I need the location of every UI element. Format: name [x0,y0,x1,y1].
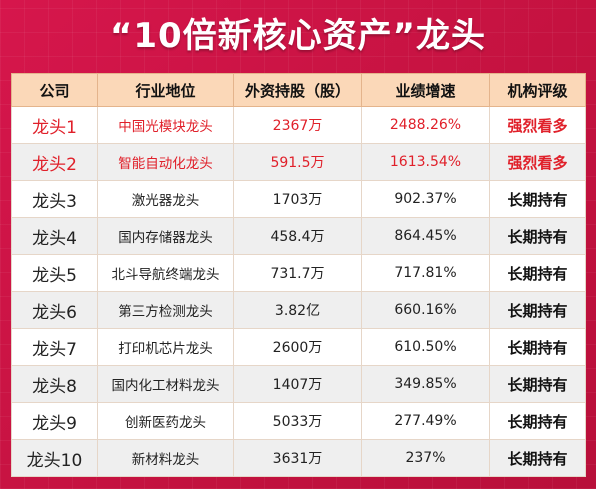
company-cell: 龙头9 [11,402,98,440]
industry-position-cell: 激光器龙头 [97,180,234,218]
foreign-holding-cell: 1703万 [233,180,362,218]
header-company: 公司 [11,73,98,107]
foreign-holding-cell: 3.82亿 [233,291,362,329]
industry-position-cell: 中国光模块龙头 [97,106,234,144]
growth-cell: 2488.26% [361,106,490,144]
table-row: 龙头7 打印机芯片龙头 2600万 610.50% 长期持有 [11,328,586,366]
foreign-holding-cell: 3631万 [233,439,362,477]
rating-cell: 长期持有 [489,254,586,292]
company-cell: 龙头6 [11,291,98,329]
growth-cell: 902.37% [361,180,490,218]
stock-table: 公司 行业地位 外资持股（股） 业绩增速 机构评级 龙头1 中国光模块龙头 2367… [11,73,586,477]
rating-cell: 长期持有 [489,291,586,329]
table-row: 龙头4 国内存储器龙头 458.4万 864.45% 长期持有 [11,217,586,255]
table-header-row: 公司 行业地位 外资持股（股） 业绩增速 机构评级 [11,73,586,107]
foreign-holding-cell: 5033万 [233,402,362,440]
growth-cell: 277.49% [361,402,490,440]
foreign-holding-cell: 2367万 [233,106,362,144]
page-title: “10倍新核心资产”龙头 [109,16,486,56]
table-row: 龙头10 新材料龙头 3631万 237% 长期持有 [11,439,586,477]
industry-position-cell: 国内化工材料龙头 [97,365,234,403]
rating-cell: 强烈看多 [489,106,586,144]
growth-cell: 610.50% [361,328,490,366]
company-cell: 龙头8 [11,365,98,403]
foreign-holding-cell: 731.7万 [233,254,362,292]
header-growth: 业绩增速 [361,73,490,107]
rating-cell: 长期持有 [489,402,586,440]
foreign-holding-cell: 591.5万 [233,143,362,181]
rating-cell: 强烈看多 [489,143,586,181]
rating-cell: 长期持有 [489,217,586,255]
company-cell: 龙头3 [11,180,98,218]
industry-position-cell: 打印机芯片龙头 [97,328,234,366]
rating-cell: 长期持有 [489,328,586,366]
industry-position-cell: 创新医药龙头 [97,402,234,440]
rating-cell: 长期持有 [489,180,586,218]
growth-cell: 864.45% [361,217,490,255]
industry-position-cell: 北斗导航终端龙头 [97,254,234,292]
company-cell: 龙头5 [11,254,98,292]
industry-position-cell: 新材料龙头 [97,439,234,477]
table-row: 龙头8 国内化工材料龙头 1407万 349.85% 长期持有 [11,365,586,403]
industry-position-cell: 智能自动化龙头 [97,143,234,181]
header-industry-position: 行业地位 [97,73,234,107]
table-row: 龙头1 中国光模块龙头 2367万 2488.26% 强烈看多 [11,106,586,144]
industry-position-cell: 国内存储器龙头 [97,217,234,255]
foreign-holding-cell: 2600万 [233,328,362,366]
company-cell: 龙头2 [11,143,98,181]
growth-cell: 660.16% [361,291,490,329]
table-row: 龙头5 北斗导航终端龙头 731.7万 717.81% 长期持有 [11,254,586,292]
company-cell: 龙头10 [11,439,98,477]
industry-position-cell: 第三方检测龙头 [97,291,234,329]
company-cell: 龙头7 [11,328,98,366]
table-row: 龙头9 创新医药龙头 5033万 277.49% 长期持有 [11,402,586,440]
growth-cell: 237% [361,439,490,477]
growth-cell: 349.85% [361,365,490,403]
foreign-holding-cell: 1407万 [233,365,362,403]
table-row: 龙头3 激光器龙头 1703万 902.37% 长期持有 [11,180,586,218]
table-row: 龙头6 第三方检测龙头 3.82亿 660.16% 长期持有 [11,291,586,329]
growth-cell: 1613.54% [361,143,490,181]
header-foreign-holding: 外资持股（股） [233,73,362,107]
rating-cell: 长期持有 [489,439,586,477]
rating-cell: 长期持有 [489,365,586,403]
company-cell: 龙头4 [11,217,98,255]
header-rating: 机构评级 [489,73,586,107]
company-cell: 龙头1 [11,106,98,144]
table-row: 龙头2 智能自动化龙头 591.5万 1613.54% 强烈看多 [11,143,586,181]
growth-cell: 717.81% [361,254,490,292]
table-body: 龙头1 中国光模块龙头 2367万 2488.26% 强烈看多 龙头2 智能自动化龙头 591… [11,106,586,477]
foreign-holding-cell: 458.4万 [233,217,362,255]
